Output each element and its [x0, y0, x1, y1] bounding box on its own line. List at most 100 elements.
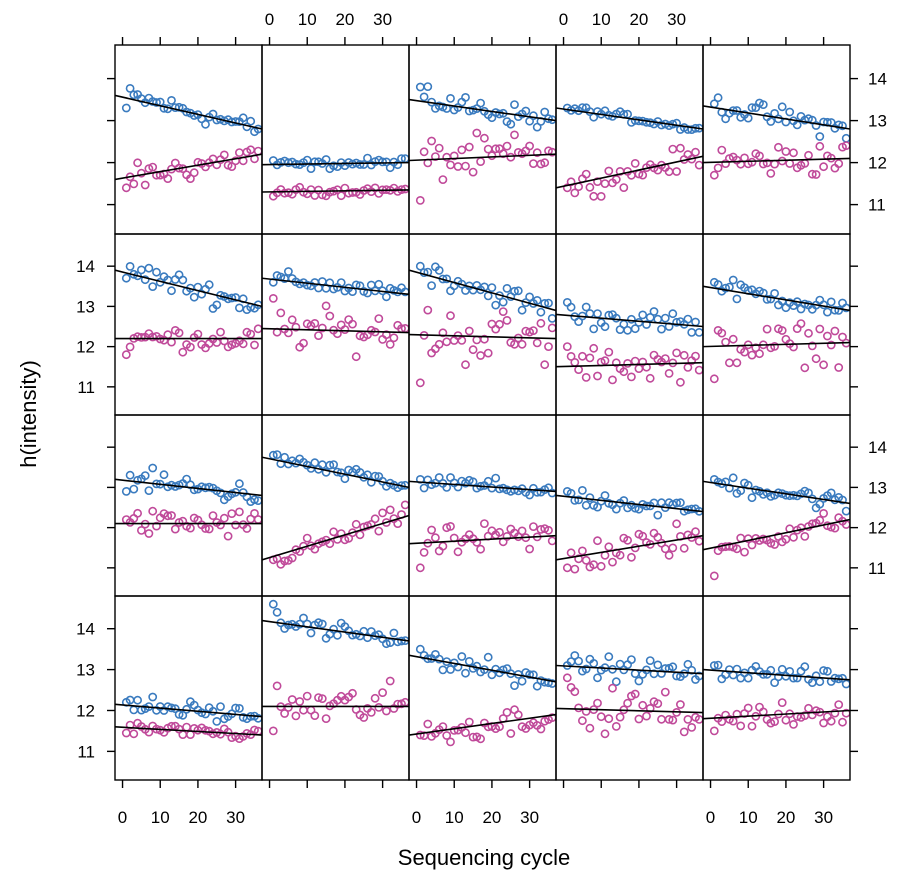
point-series_a — [491, 300, 501, 310]
point-series_b — [570, 564, 580, 574]
point-series_a — [792, 673, 802, 683]
point-series_b — [204, 524, 214, 534]
point-series_b — [536, 159, 546, 169]
point-series_b — [427, 525, 436, 535]
point-series_b — [185, 174, 195, 183]
point-series_b — [694, 365, 703, 375]
point-series_a — [634, 317, 644, 327]
point-series_a — [815, 132, 825, 141]
point-series_b — [148, 162, 158, 172]
point-series_b — [770, 540, 779, 549]
point-series_b — [683, 715, 693, 724]
point-series_b — [544, 342, 553, 351]
point-series_b — [581, 372, 591, 382]
panel-frame — [408, 233, 557, 416]
point-series_b — [348, 528, 357, 538]
fit-line-series_a — [556, 107, 703, 130]
point-series_b — [434, 339, 444, 349]
point-series_b — [600, 356, 610, 366]
point-series_b — [740, 547, 749, 557]
point-series_b — [314, 331, 323, 340]
point-series_a — [672, 498, 681, 508]
y-tick-label-left: 12 — [76, 701, 95, 720]
point-series_b — [479, 519, 489, 528]
point-series_a — [823, 666, 832, 676]
point-series_b — [691, 147, 700, 157]
point-series_b — [136, 526, 146, 535]
point-series_a — [140, 275, 150, 285]
point-series_b — [144, 529, 154, 538]
point-series_b — [596, 561, 606, 571]
point-series_a — [589, 324, 599, 334]
point-series_a — [381, 639, 391, 649]
point-series_b — [325, 311, 335, 321]
point-series_b — [219, 336, 229, 346]
point-series_a — [483, 476, 493, 486]
point-series_b — [525, 544, 534, 554]
point-series_a — [314, 618, 323, 628]
point-series_b — [310, 318, 320, 328]
point-series_b — [167, 337, 176, 347]
point-series_a — [525, 292, 534, 302]
point-series_b — [170, 524, 180, 534]
fit-line-series_a — [262, 619, 409, 642]
point-series_b — [645, 704, 655, 713]
y-tick-label-right: 14 — [868, 70, 887, 89]
point-series_a — [189, 292, 199, 302]
point-series_b — [796, 319, 806, 328]
point-series_b — [600, 729, 610, 739]
point-series_b — [182, 722, 191, 732]
panel-frame — [702, 44, 851, 235]
x-tick-label-bottom: 20 — [188, 808, 207, 827]
point-series_b — [672, 348, 681, 358]
point-series_b — [329, 527, 338, 537]
point-series_b — [513, 710, 523, 720]
point-series_a — [593, 309, 602, 318]
point-series_b — [611, 722, 621, 731]
x-tick-label-bottom: 0 — [118, 808, 127, 827]
point-series_a — [841, 133, 850, 143]
point-series_b — [468, 167, 478, 177]
point-series_b — [736, 533, 746, 543]
point-series_a — [415, 261, 425, 271]
point-series_a — [687, 665, 697, 675]
fit-line-series_a — [115, 269, 262, 308]
point-series_a — [672, 118, 681, 128]
point-series_a — [498, 665, 508, 675]
point-series_a — [544, 678, 553, 688]
point-series_a — [619, 496, 629, 505]
point-series_b — [747, 157, 757, 167]
point-series_a — [427, 281, 436, 290]
point-series_a — [611, 677, 621, 687]
point-series_b — [562, 673, 572, 683]
point-series_b — [747, 350, 757, 360]
point-series_b — [227, 509, 237, 518]
point-series_a — [800, 662, 810, 672]
point-series_b — [562, 563, 572, 573]
point-series_b — [479, 334, 489, 344]
point-series_b — [804, 703, 813, 713]
point-series_b — [163, 330, 173, 340]
point-series_a — [415, 644, 425, 654]
point-series_b — [246, 329, 256, 339]
point-series_b — [593, 536, 602, 546]
point-series_b — [381, 330, 391, 340]
point-series_a — [732, 294, 742, 304]
point-series_b — [310, 711, 320, 720]
point-series_b — [476, 351, 485, 360]
point-series_b — [532, 148, 542, 158]
point-series_a — [713, 660, 723, 670]
point-series_a — [728, 473, 738, 483]
point-series_b — [415, 195, 425, 205]
point-series_b — [321, 714, 331, 723]
point-series_b — [717, 328, 727, 338]
point-series_b — [804, 328, 813, 338]
x-tick-label-bottom: 0 — [706, 808, 715, 827]
point-series_b — [419, 147, 429, 157]
point-series_b — [393, 519, 403, 528]
point-series_b — [125, 342, 135, 352]
fit-line-series_b — [703, 518, 850, 551]
panel-r4-c2 — [261, 595, 410, 781]
point-series_b — [664, 550, 674, 560]
point-series_b — [374, 703, 384, 712]
